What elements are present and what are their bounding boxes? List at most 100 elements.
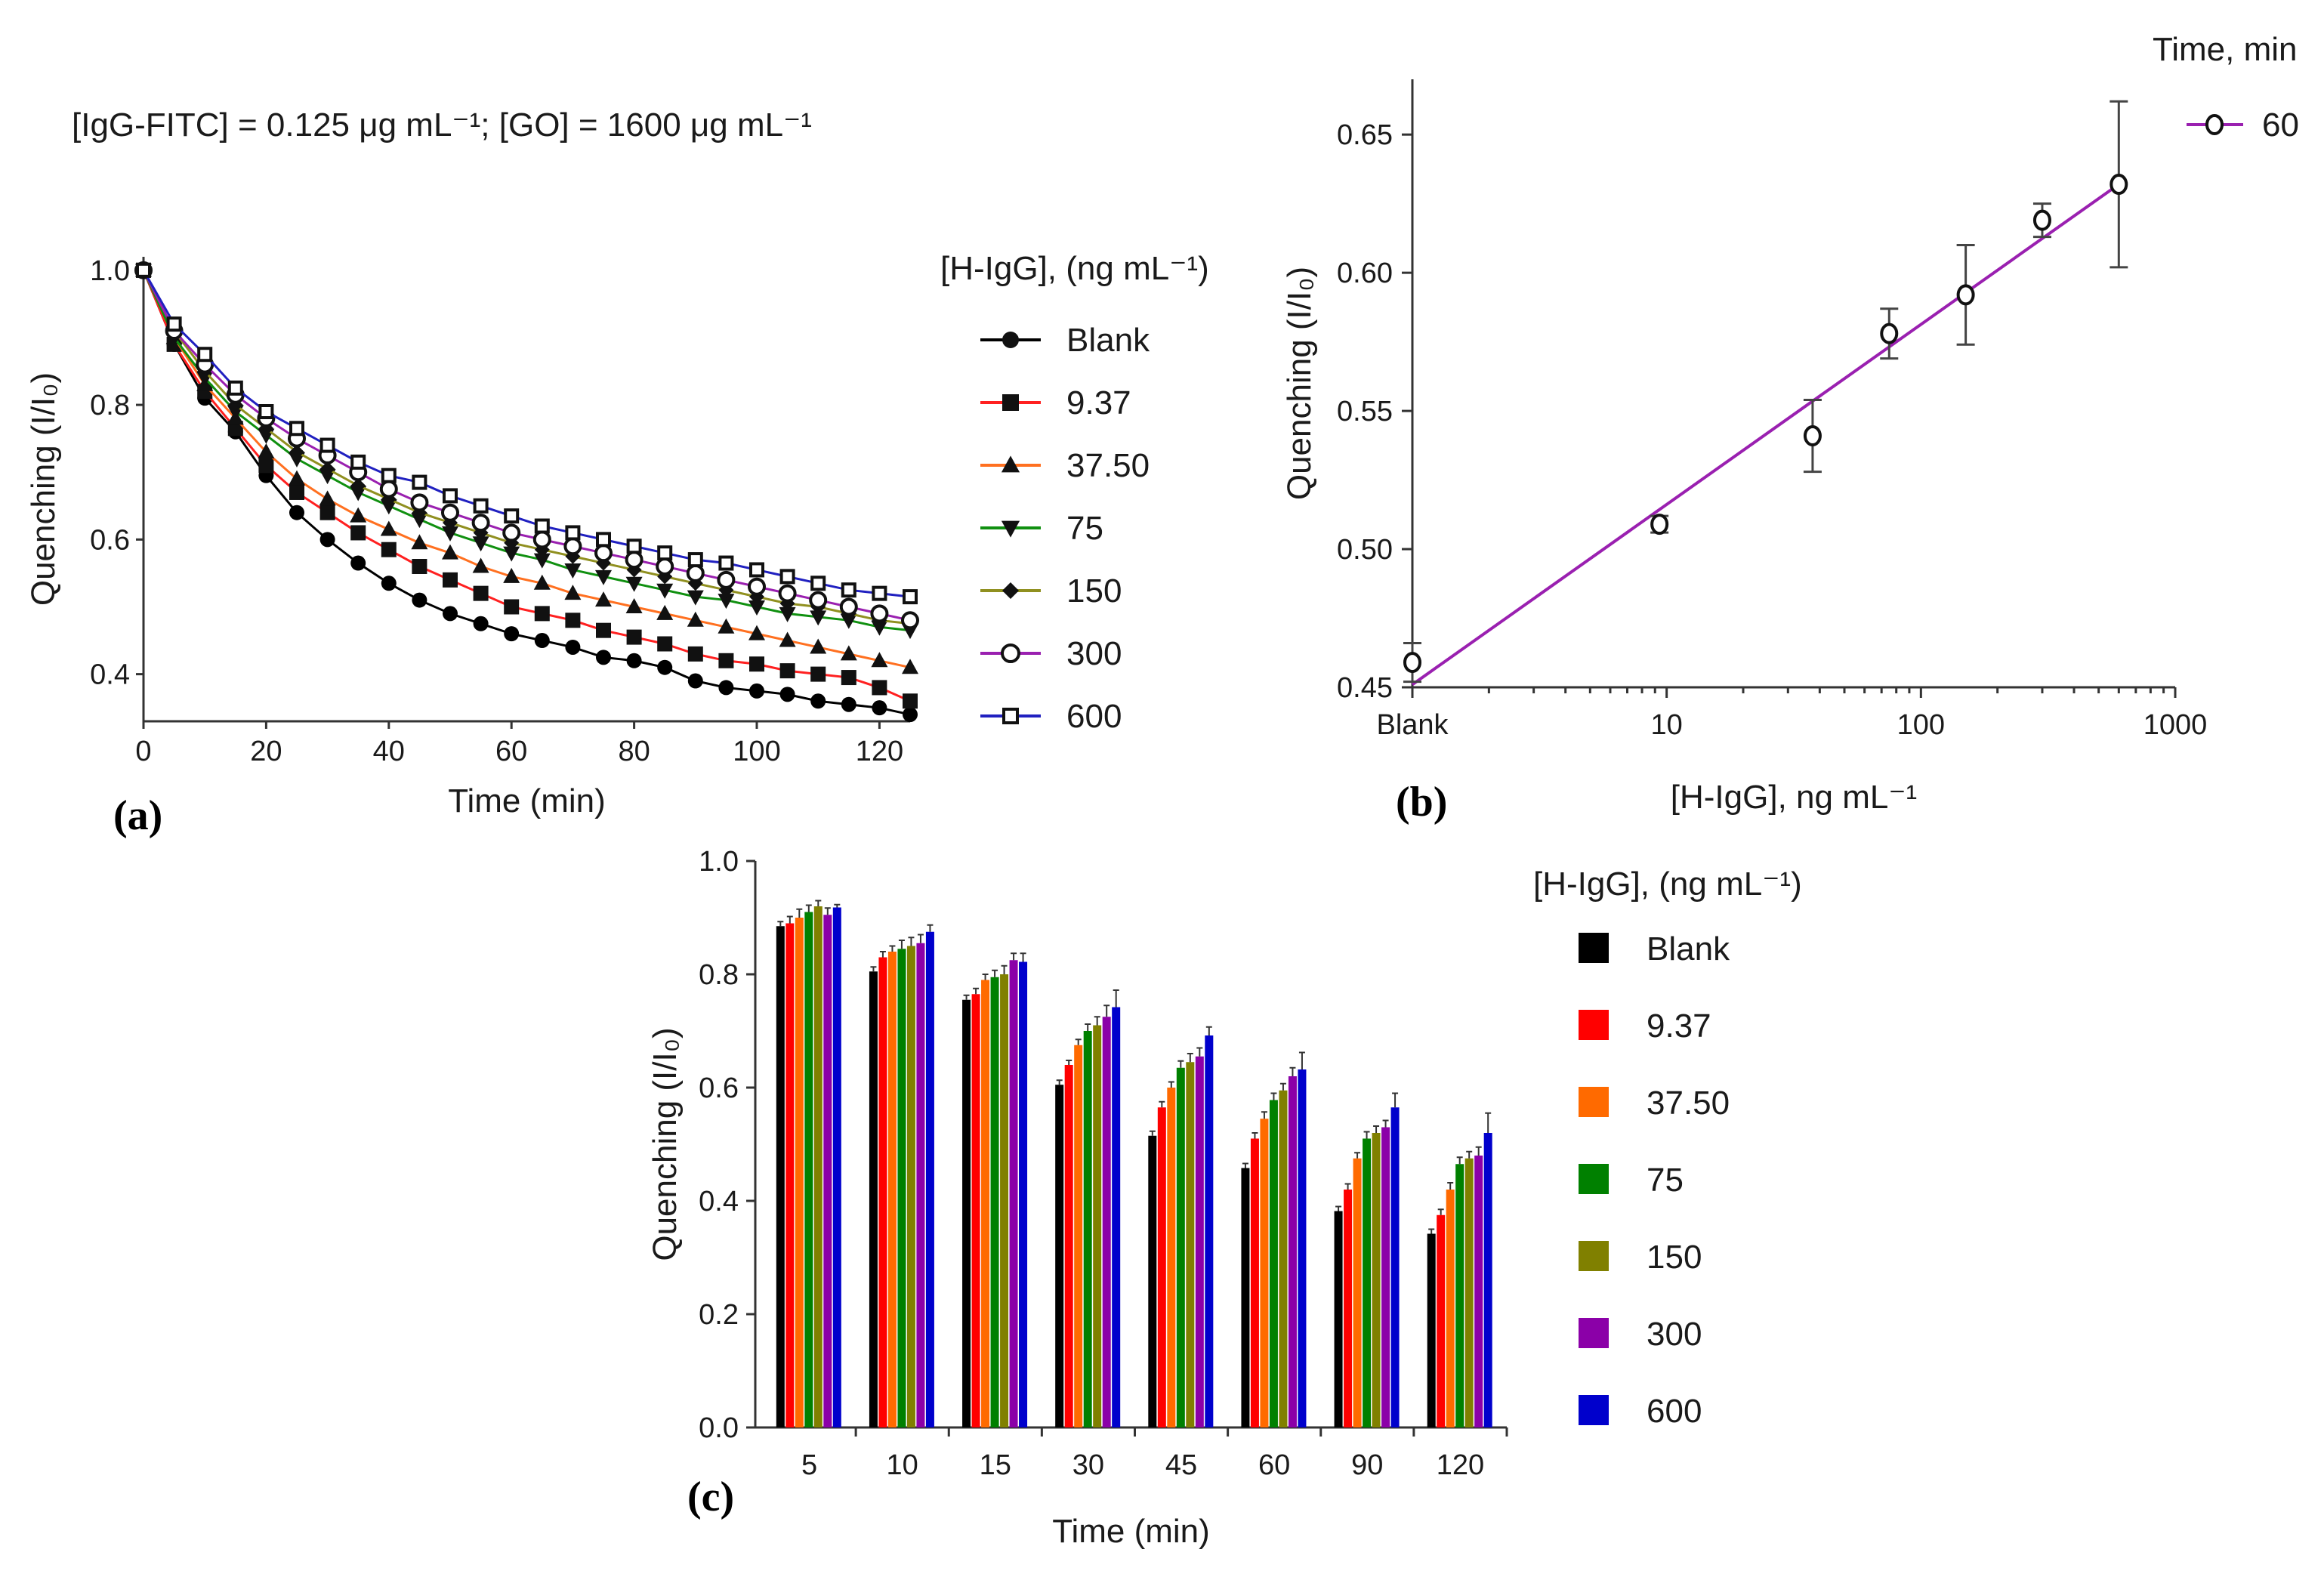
a-point-600 <box>749 562 764 578</box>
c-y-tick-label: 0.4 <box>699 1186 739 1217</box>
b-x-tick-label: 100 <box>1897 709 1945 741</box>
a-point-37-50 <box>503 567 520 583</box>
c-bar-150 <box>813 906 823 1427</box>
a-point-600 <box>626 539 642 554</box>
a-point-75 <box>289 452 305 468</box>
a-point-37-50 <box>871 652 888 668</box>
a-point-blank <box>565 639 581 655</box>
a-point-600 <box>841 582 856 598</box>
c-legend-label-75: 75 <box>1647 1162 1684 1199</box>
a-point-600 <box>319 437 335 453</box>
a-point-blank <box>779 687 795 702</box>
panel-b-label: (b) <box>1396 779 1447 826</box>
a-point-300 <box>839 597 858 616</box>
a-point-blank <box>412 592 427 608</box>
c-y-axis-title: Quenching (I/I₀) <box>647 1027 684 1261</box>
a-point-blank <box>534 633 550 649</box>
c-bar-75 <box>1363 1138 1372 1427</box>
a-point-9-37 <box>473 585 489 601</box>
a-series-150 <box>136 262 918 631</box>
a-point-blank <box>350 555 366 571</box>
a-series-blank <box>136 262 918 723</box>
a-point-300 <box>717 570 736 589</box>
a-point-75 <box>350 486 367 501</box>
a-point-blank <box>841 696 856 712</box>
a-point-37-50 <box>779 631 796 647</box>
a-point-9-37 <box>412 559 427 574</box>
a-point-75 <box>687 590 704 606</box>
a-legend-label-blank: Blank <box>1066 322 1150 359</box>
a-point-blank <box>718 680 734 696</box>
a-legend-marker-blank <box>1002 332 1019 348</box>
a-point-75 <box>319 469 336 485</box>
c-bar-300 <box>1474 1156 1483 1427</box>
a-point-9-37 <box>443 572 458 588</box>
a-point-9-37 <box>657 636 673 652</box>
a-point-blank <box>626 653 642 668</box>
a-y-tick-label: 1.0 <box>90 255 130 287</box>
c-bar-75 <box>1083 1031 1092 1427</box>
a-x-axis-title: Time (min) <box>448 782 606 819</box>
a-point-300 <box>594 544 613 563</box>
a-y-tick-label: 0.4 <box>90 659 130 691</box>
b-point <box>1650 514 1669 535</box>
c-bar-9-37 <box>1250 1138 1259 1427</box>
a-series-9-37 <box>136 262 918 709</box>
a-point-600 <box>350 454 366 470</box>
b-point <box>1956 284 1975 306</box>
a-point-75 <box>656 583 674 599</box>
a-x-tick-label: 40 <box>373 736 405 767</box>
c-bar-150 <box>1000 974 1009 1427</box>
c-x-tick-label: 5 <box>801 1449 817 1481</box>
b-fit-line <box>1411 183 2120 686</box>
c-bar-600 <box>1390 1107 1400 1427</box>
a-point-37-50 <box>380 520 397 536</box>
panel-a-legend: [H-IgG], (ng mL⁻¹) Blank 9.37 37.50 75 150 300… <box>940 250 1209 735</box>
a-point-blank <box>657 659 673 675</box>
c-y-tick-label: 0.6 <box>699 1072 739 1104</box>
panel-c-legend: [H-IgG], (ng mL⁻¹) Blank 9.37 37.50 75 150 300… <box>1533 866 1802 1430</box>
a-point-37-50 <box>319 490 336 506</box>
a-y-tick-label: 0.6 <box>90 524 130 556</box>
a-point-75 <box>840 613 857 629</box>
a-series-37-50 <box>135 261 918 674</box>
a-point-9-37 <box>319 505 335 520</box>
a-point-300 <box>686 563 705 582</box>
c-bar-9-37 <box>785 923 795 1427</box>
a-point-300 <box>870 604 889 623</box>
a-x-tick-label: 100 <box>733 736 780 767</box>
a-legend-label-600: 600 <box>1066 698 1122 735</box>
a-point-37-50 <box>902 659 918 674</box>
panel-b-legend: Time, min 60 <box>2153 31 2299 144</box>
c-y-tick-label: 0.2 <box>699 1299 739 1331</box>
c-legend-swatch-75 <box>1579 1164 1609 1194</box>
a-point-37-50 <box>350 507 367 523</box>
a-point-600 <box>227 380 243 396</box>
c-legend-label-300: 300 <box>1647 1316 1702 1353</box>
b-y-tick-label: 0.50 <box>1337 534 1393 566</box>
a-point-600 <box>381 468 397 483</box>
a-point-600 <box>596 532 611 548</box>
a-series-600 <box>136 262 918 605</box>
b-legend-marker <box>2205 114 2224 135</box>
c-x-tick-label: 90 <box>1351 1449 1383 1481</box>
a-point-37-50 <box>442 544 458 560</box>
a-point-75 <box>718 594 735 610</box>
c-bar-blank <box>1427 1233 1436 1427</box>
a-point-9-37 <box>596 622 611 638</box>
c-bar-150 <box>1186 1062 1195 1427</box>
a-point-300 <box>563 537 582 556</box>
a-point-blank <box>504 626 520 642</box>
a-point-37-50 <box>472 557 489 573</box>
a-point-37-50 <box>411 534 428 550</box>
a-point-75 <box>411 513 428 529</box>
b-x-tick-label: 1000 <box>2143 709 2208 741</box>
c-bar-300 <box>823 915 832 1427</box>
a-point-75 <box>442 526 458 542</box>
a-point-blank <box>319 532 335 548</box>
c-bar-37-50 <box>1074 1045 1083 1427</box>
b-x-tick-label: Blank <box>1376 709 1449 741</box>
b-legend-label: 60 <box>2262 106 2299 144</box>
a-point-blank <box>473 616 489 631</box>
a-point-9-37 <box>779 663 795 679</box>
